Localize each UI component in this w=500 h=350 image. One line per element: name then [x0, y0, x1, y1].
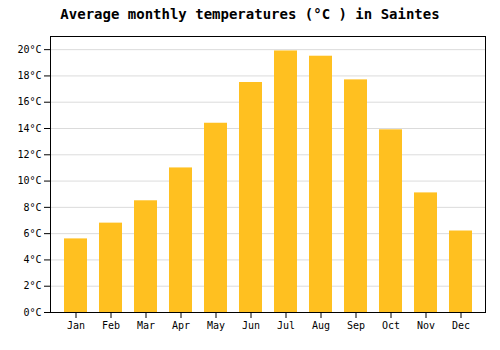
svg-text:Sep: Sep [347, 320, 365, 331]
svg-text:6°C: 6°C [23, 228, 41, 239]
svg-text:Jan: Jan [67, 320, 85, 331]
svg-text:Nov: Nov [417, 320, 435, 331]
svg-text:May: May [207, 320, 225, 331]
svg-text:Dec: Dec [452, 320, 470, 331]
html-text:Average monthly temperatures (: Average monthly temperatures (°C ) in Sa… [60, 6, 440, 22]
svg-text:Aug: Aug [312, 320, 330, 331]
svg-text:18°C: 18°C [17, 70, 41, 81]
svg-text:Apr: Apr [172, 320, 190, 331]
svg-text:Feb: Feb [102, 320, 120, 331]
svg-text:14°C: 14°C [17, 123, 41, 134]
svg-text:Oct: Oct [382, 320, 400, 331]
svg-text:Mar: Mar [137, 320, 155, 331]
svg-text:10°C: 10°C [17, 175, 41, 186]
svg-text:2°C: 2°C [23, 280, 41, 291]
svg-text:Jun: Jun [242, 320, 260, 331]
svg-text:20°C: 20°C [17, 44, 41, 55]
svg-text:16°C: 16°C [17, 96, 41, 107]
svg-text:8°C: 8°C [23, 202, 41, 213]
svg-text:Jul: Jul [277, 320, 295, 331]
svg-text:12°C: 12°C [17, 149, 41, 160]
svg-text:0°C: 0°C [23, 307, 41, 318]
svg-text:4°C: 4°C [23, 254, 41, 265]
